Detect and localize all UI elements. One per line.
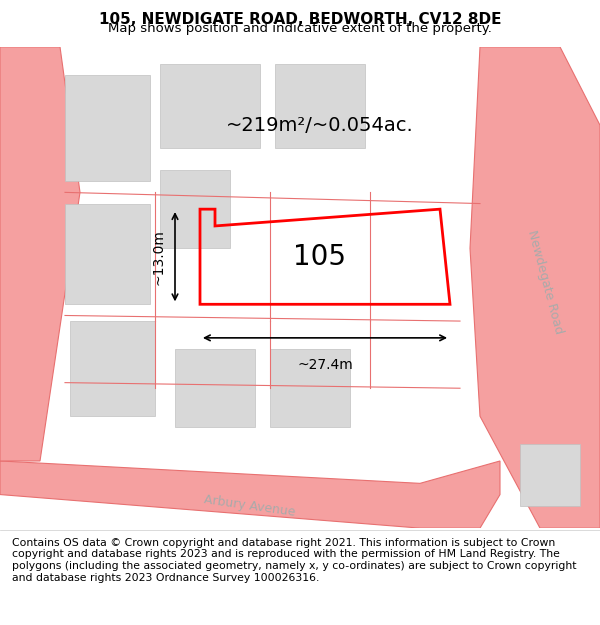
Polygon shape — [0, 47, 600, 528]
Text: Map shows position and indicative extent of the property.: Map shows position and indicative extent… — [108, 22, 492, 35]
Polygon shape — [70, 321, 155, 416]
Text: ~13.0m: ~13.0m — [151, 229, 165, 284]
Polygon shape — [65, 204, 150, 304]
Text: 105, NEWDIGATE ROAD, BEDWORTH, CV12 8DE: 105, NEWDIGATE ROAD, BEDWORTH, CV12 8DE — [99, 12, 501, 27]
Text: ~27.4m: ~27.4m — [297, 358, 353, 372]
Text: Arbury Avenue: Arbury Avenue — [203, 493, 296, 519]
Text: Newdegate Road: Newdegate Road — [525, 229, 565, 336]
Text: ~219m²/~0.054ac.: ~219m²/~0.054ac. — [226, 116, 414, 135]
Polygon shape — [0, 47, 80, 461]
Polygon shape — [175, 349, 255, 428]
Text: 105: 105 — [293, 243, 347, 271]
Polygon shape — [160, 170, 230, 248]
Polygon shape — [275, 64, 365, 148]
Polygon shape — [160, 64, 260, 148]
Polygon shape — [520, 444, 580, 506]
Polygon shape — [0, 461, 500, 528]
Polygon shape — [270, 349, 350, 428]
Polygon shape — [470, 47, 600, 528]
Text: Contains OS data © Crown copyright and database right 2021. This information is : Contains OS data © Crown copyright and d… — [12, 538, 577, 582]
Polygon shape — [65, 75, 150, 181]
